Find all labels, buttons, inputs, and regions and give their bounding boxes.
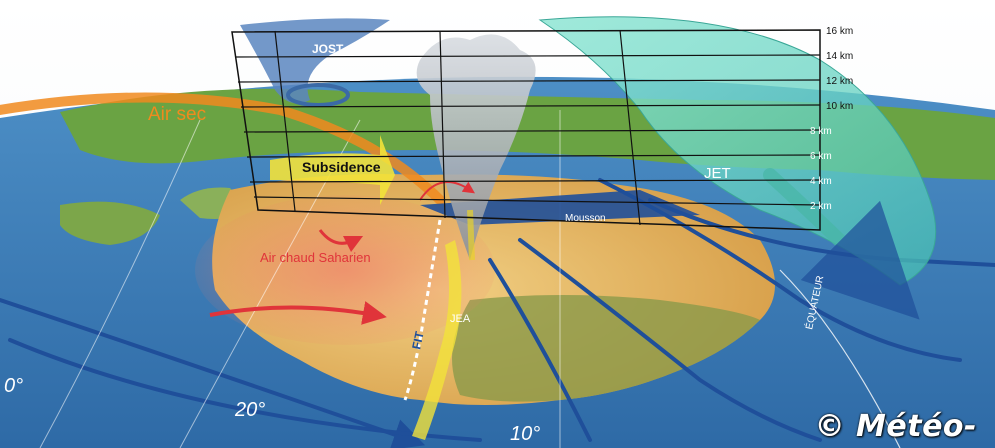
jost-label: JOST [312, 42, 344, 56]
atlantic-island [60, 201, 160, 245]
meridian-30 [39, 119, 201, 448]
altitude-tick-label: 8 km [810, 126, 832, 137]
jea-upper [467, 209, 475, 261]
altitude-axis: 16 km 14 km 12 km 10 km 8 km 6 km 4 km 2… [810, 26, 853, 212]
isobar-line [488, 258, 592, 442]
jost-vortex [286, 83, 350, 107]
altitude-grid [231, 29, 821, 231]
subsidence-label: Subsidence [302, 159, 381, 175]
grid-line [234, 54, 821, 58]
mousson-label: Mousson [565, 213, 606, 224]
grid-line [246, 154, 821, 158]
mousson-band [420, 190, 700, 225]
jet-label: JET [704, 165, 731, 182]
jea-jet-arrow [412, 240, 462, 440]
longitude-label: 0° [4, 375, 23, 397]
air-chaud-label: Air chaud Saharien [260, 250, 371, 265]
jea-label: JEA [450, 313, 471, 325]
longitude-label: 20° [234, 399, 265, 421]
air-sec-arrow [0, 92, 445, 205]
altitude-tick-label: 14 km [826, 51, 853, 62]
fit-front-line [403, 219, 442, 401]
hot-air-swirl [318, 229, 364, 253]
convective-cloud [416, 34, 536, 260]
hot-air-updraft [419, 181, 475, 201]
grid-frame [231, 29, 821, 231]
grid-line [240, 104, 821, 108]
fit-label: FIT [409, 329, 427, 350]
isobar-line [8, 338, 482, 442]
grid-line [249, 179, 821, 183]
grid-line [274, 30, 296, 212]
grid-line [253, 196, 821, 206]
isobar-line [518, 238, 822, 442]
equator-line [779, 269, 901, 448]
grid-line [243, 129, 821, 133]
altitude-tick-label: 16 km [826, 26, 853, 37]
altitude-tick-label: 10 km [826, 101, 853, 112]
longitude-label: 10° [510, 423, 540, 445]
hot-air-arrow [209, 301, 387, 325]
altitude-tick-label: 4 km [810, 176, 832, 187]
altitude-tick-label: 6 km [810, 151, 832, 162]
jet-arrow [763, 168, 920, 320]
copyright-text: © Météo- [814, 409, 977, 444]
grid-line [619, 29, 641, 226]
isobar-line [0, 298, 426, 448]
altitude-tick-label: 12 km [826, 76, 853, 87]
altitude-tick-label: 2 km [810, 201, 832, 212]
grid-line [439, 30, 446, 219]
air-sec-label: Air sec [148, 104, 206, 125]
grid-line [237, 79, 821, 83]
subsidence-arrow [270, 135, 395, 205]
